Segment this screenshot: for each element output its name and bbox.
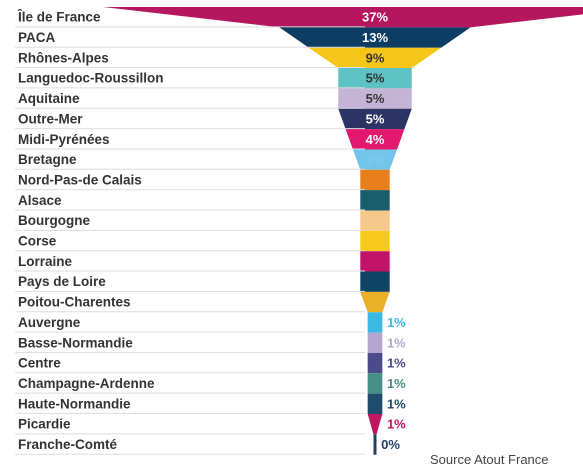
funnel-segment bbox=[360, 271, 390, 292]
value-label: 5% bbox=[366, 91, 385, 106]
value-label: 2% bbox=[366, 172, 385, 187]
funnel-segment bbox=[338, 68, 412, 89]
funnel-segment bbox=[367, 414, 383, 435]
category-label: Bretagne bbox=[18, 152, 77, 167]
funnel-segment bbox=[360, 169, 390, 191]
value-label: 0% bbox=[381, 437, 400, 452]
value-label: 37% bbox=[362, 10, 388, 25]
category-label: Rhônes-Alpes bbox=[18, 50, 109, 65]
value-label: 4% bbox=[366, 132, 385, 147]
category-label: Champagne-Ardenne bbox=[18, 376, 155, 391]
funnel-segment bbox=[338, 88, 412, 109]
funnel-segment bbox=[367, 352, 383, 374]
category-label: Nord-Pas-de Calais bbox=[18, 172, 142, 187]
category-label: Picardie bbox=[18, 417, 71, 432]
source-note: Source Atout France bbox=[430, 452, 549, 467]
category-label: Centre bbox=[18, 356, 61, 371]
funnel-segment bbox=[308, 47, 442, 69]
value-label: 2% bbox=[366, 234, 385, 249]
category-label: Haute-Normandie bbox=[18, 396, 131, 411]
value-label: 1% bbox=[387, 356, 406, 371]
category-label: Midi-Pyrénées bbox=[18, 132, 110, 147]
funnel-segment bbox=[373, 434, 377, 455]
category-label: Outre-Mer bbox=[18, 111, 83, 126]
value-label: 2% bbox=[366, 193, 385, 208]
category-label: Auvergne bbox=[18, 315, 81, 330]
funnel-segment bbox=[367, 312, 383, 333]
funnel-segment bbox=[338, 108, 412, 130]
category-label: Franche-Comté bbox=[18, 437, 118, 452]
funnel-segment bbox=[367, 393, 383, 414]
funnel-segment bbox=[367, 373, 383, 394]
value-label: 5% bbox=[366, 111, 385, 126]
value-label: 2% bbox=[366, 274, 385, 289]
value-label: 1% bbox=[387, 396, 406, 411]
category-label: Bourgogne bbox=[18, 213, 90, 228]
category-label: Aquitaine bbox=[18, 91, 80, 106]
funnel-segment bbox=[360, 230, 390, 252]
value-label: 2% bbox=[366, 213, 385, 228]
value-label: 5% bbox=[366, 71, 385, 86]
funnel-segment bbox=[360, 190, 390, 211]
funnel-segment bbox=[279, 27, 471, 48]
value-label: 3% bbox=[366, 152, 385, 167]
category-label: Poitou-Charentes bbox=[18, 295, 131, 310]
funnel-segment bbox=[360, 251, 390, 272]
funnel-segment bbox=[345, 129, 405, 150]
value-label: 1% bbox=[387, 315, 406, 330]
category-label: Alsace bbox=[18, 193, 62, 208]
value-label: 9% bbox=[366, 50, 385, 65]
funnel-segment bbox=[103, 7, 583, 28]
value-label: 13% bbox=[362, 30, 388, 45]
category-label: Île de France bbox=[17, 10, 101, 25]
category-label: Languedoc-Roussillon bbox=[18, 71, 164, 86]
value-label: 1% bbox=[387, 417, 406, 432]
category-label: PACA bbox=[18, 30, 56, 45]
value-label: 2% bbox=[366, 295, 385, 310]
category-label: Basse-Normandie bbox=[18, 335, 133, 350]
value-label: 1% bbox=[387, 376, 406, 391]
category-label: Lorraine bbox=[18, 254, 73, 269]
category-label: Pays de Loire bbox=[18, 274, 106, 289]
funnel-segment bbox=[360, 210, 390, 231]
funnel-segment bbox=[360, 291, 390, 313]
funnel-segment bbox=[352, 149, 398, 170]
funnel-segment bbox=[367, 332, 383, 353]
value-label: 2% bbox=[366, 254, 385, 269]
value-label: 1% bbox=[387, 335, 406, 350]
category-label: Corse bbox=[18, 234, 57, 249]
